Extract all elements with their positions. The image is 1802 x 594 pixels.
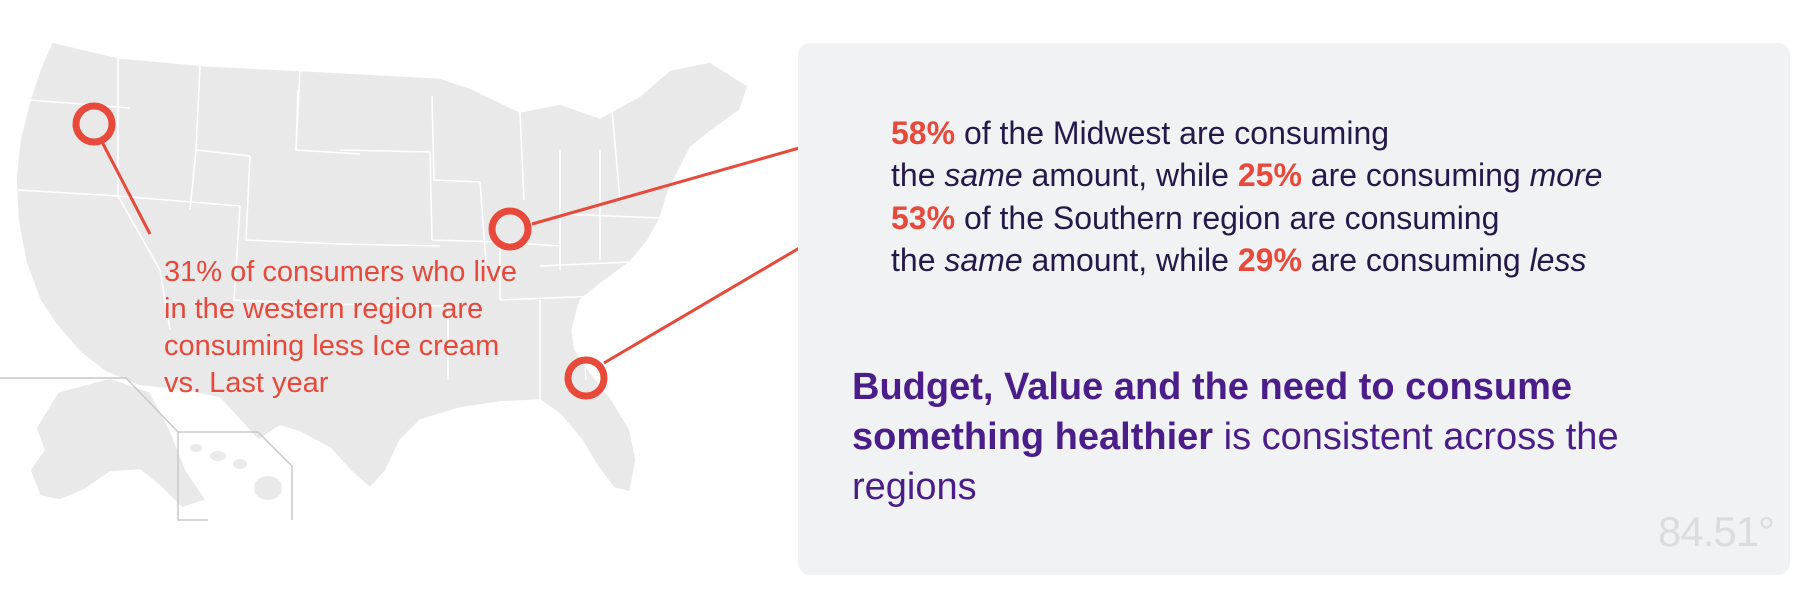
- midwest-text-2b: amount, while: [1022, 157, 1238, 193]
- south-less-pct: 29%: [1237, 242, 1302, 278]
- midwest-marker-icon: [488, 207, 532, 251]
- west-marker-icon: [72, 102, 116, 146]
- south-text-2b: amount, while: [1022, 242, 1238, 278]
- south-text-2a: the: [891, 242, 945, 278]
- brand-logo: 84.51°: [1658, 508, 1775, 555]
- summary-statement: Budget, Value and the need to consume so…: [852, 362, 1652, 512]
- south-stat: 53% of the Southern region are consuming…: [891, 197, 1771, 281]
- inset-frames: [0, 377, 293, 521]
- midwest-text-2a: the: [891, 157, 945, 193]
- hawaii: [190, 444, 282, 500]
- midwest-stat: 58% of the Midwest are consuming the sam…: [891, 112, 1771, 196]
- state-borders: [17, 58, 661, 400]
- south-text-2c: are consuming: [1301, 242, 1530, 278]
- south-text-1: of the Southern region are consuming: [955, 200, 1500, 236]
- south-same-pct: 53%: [891, 200, 956, 236]
- midwest-more-pct: 25%: [1237, 157, 1302, 193]
- midwest-text-2c: are consuming: [1301, 157, 1530, 193]
- midwest-em-more: more: [1529, 157, 1603, 193]
- insight-panel: [798, 43, 1790, 575]
- midwest-text-1: of the Midwest are consuming: [955, 115, 1390, 151]
- south-em-same: same: [944, 242, 1023, 278]
- western-region-note: 31% of consumers who live in the western…: [164, 256, 517, 399]
- summary-bold: Budget, Value and the need to consume so…: [852, 366, 1572, 458]
- midwest-em-same: same: [944, 157, 1023, 193]
- summary-rest: is consistent across the regions: [852, 416, 1619, 508]
- southeast-marker-icon: [564, 356, 608, 400]
- midwest-same-pct: 58%: [891, 115, 956, 151]
- south-em-less: less: [1529, 242, 1587, 278]
